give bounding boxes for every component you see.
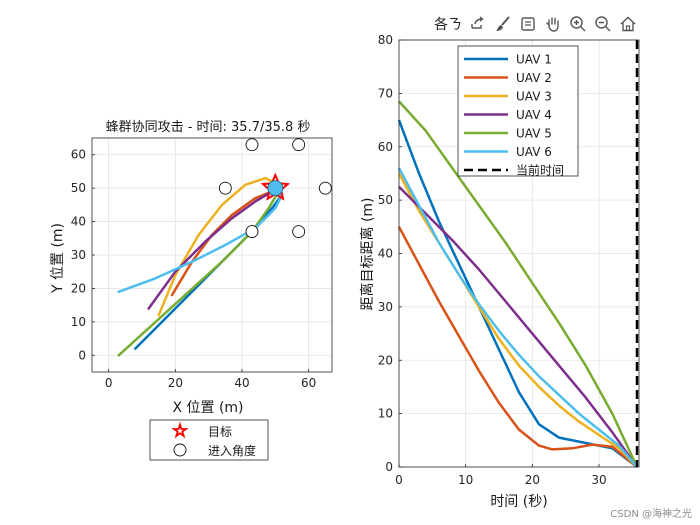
brush-icon[interactable]	[492, 13, 514, 35]
x-tick-label: 0	[105, 376, 113, 390]
distance-line	[398, 185, 639, 468]
legend-label: UAV 1	[516, 53, 552, 67]
legend-label: UAV 6	[516, 145, 552, 159]
entry-angle-point	[318, 181, 332, 195]
uav-position-marker	[267, 180, 284, 197]
legend-entry-label: 进入角度	[208, 443, 256, 458]
entry-angle-point	[292, 225, 306, 239]
y-tick-label: 30	[378, 300, 393, 314]
y-tick-label: 80	[378, 33, 393, 47]
entry-angle-point	[245, 225, 259, 239]
legend-label: UAV 3	[516, 90, 552, 104]
trajectory-line	[117, 190, 280, 357]
toolbar-label: 各ㄋ	[434, 17, 462, 33]
y-tick-label: 50	[71, 181, 86, 195]
zoom-in-icon[interactable]	[567, 13, 589, 35]
legend-label: UAV 5	[516, 127, 552, 141]
data-tips-icon[interactable]	[517, 13, 539, 35]
axes-toolbar: 各ㄋ	[434, 13, 639, 35]
pan-icon[interactable]	[542, 13, 564, 35]
entry-angle-point	[245, 138, 259, 152]
trajectory-legend: 目标 进入角度	[149, 419, 269, 461]
y-tick-label: 20	[71, 281, 86, 295]
distance-series	[397, 100, 639, 468]
trajectory-line	[157, 176, 280, 317]
x-tick-label: 20	[168, 376, 183, 390]
trajectory-axes-box	[91, 137, 333, 373]
distance-y-label: 距离目标距离 (m)	[359, 197, 376, 310]
distance-line	[397, 226, 638, 468]
legend-label: UAV 2	[516, 71, 552, 85]
home-icon[interactable]	[617, 13, 639, 35]
y-tick-label: 60	[378, 140, 393, 154]
legend-target-marker	[171, 421, 189, 439]
x-tick-label: 0	[395, 473, 403, 487]
distance-ticks: 0 10 20 30 0 10 20 30 40 50 60 70 80	[378, 33, 607, 487]
y-tick-label: 10	[71, 315, 86, 329]
trajectory-grid	[92, 138, 332, 372]
legend-label-current-time: 当前时间	[516, 163, 564, 178]
distance-legend: UAV 1 UAV 2 UAV 3 UAV 4 UAV 5 UAV 6 当前时间	[457, 45, 579, 178]
distance-line	[398, 100, 639, 468]
distance-line	[397, 167, 638, 468]
distance-chart: 0 10 20 30 0 10 20 30 40 50 60 70 80 时间 (秒) 距离目标距离 (…	[359, 33, 640, 510]
y-tick-label: 10	[378, 407, 393, 421]
entry-angle-point	[218, 181, 232, 195]
y-tick-label: 40	[378, 247, 393, 261]
x-tick-label: 20	[525, 473, 540, 487]
zoom-out-icon[interactable]	[592, 13, 614, 35]
legend-entry-marker	[173, 443, 187, 457]
y-tick-label: 20	[378, 353, 393, 367]
x-tick-label: 40	[234, 376, 249, 390]
trajectory-chart-title: 蜂群协同攻击 - 时间: 35.7/35.8 秒	[106, 120, 311, 135]
watermark: CSDN @海神之光	[610, 509, 692, 520]
trajectory-y-label: Y 位置 (m)	[50, 223, 66, 294]
x-tick-label: 60	[301, 376, 316, 390]
trajectory-ticks: 0 20 40 60 0 10 20 30 40 50 60	[71, 148, 317, 390]
y-tick-label: 40	[71, 215, 86, 229]
y-tick-label: 70	[378, 86, 393, 100]
y-tick-label: 0	[78, 348, 86, 362]
y-tick-label: 0	[385, 460, 393, 474]
legend-label: UAV 4	[516, 108, 552, 122]
x-tick-label: 30	[591, 473, 606, 487]
y-tick-label: 30	[71, 248, 86, 262]
x-tick-label: 10	[458, 473, 473, 487]
y-tick-label: 60	[71, 148, 86, 162]
distance-x-label: 时间 (秒)	[490, 494, 547, 510]
y-tick-label: 50	[378, 193, 393, 207]
legend-target-label: 目标	[208, 425, 232, 439]
distance-axes-box	[398, 39, 640, 468]
export-icon[interactable]	[467, 13, 489, 35]
entry-angle-point	[292, 138, 306, 152]
trajectory-chart: 蜂群协同攻击 - 时间: 35.7/35.8 秒 0 20 40 60 0 10 20 30 4…	[50, 120, 333, 461]
trajectory-x-label: X 位置 (m)	[172, 400, 243, 416]
trajectory-markers	[218, 138, 332, 239]
